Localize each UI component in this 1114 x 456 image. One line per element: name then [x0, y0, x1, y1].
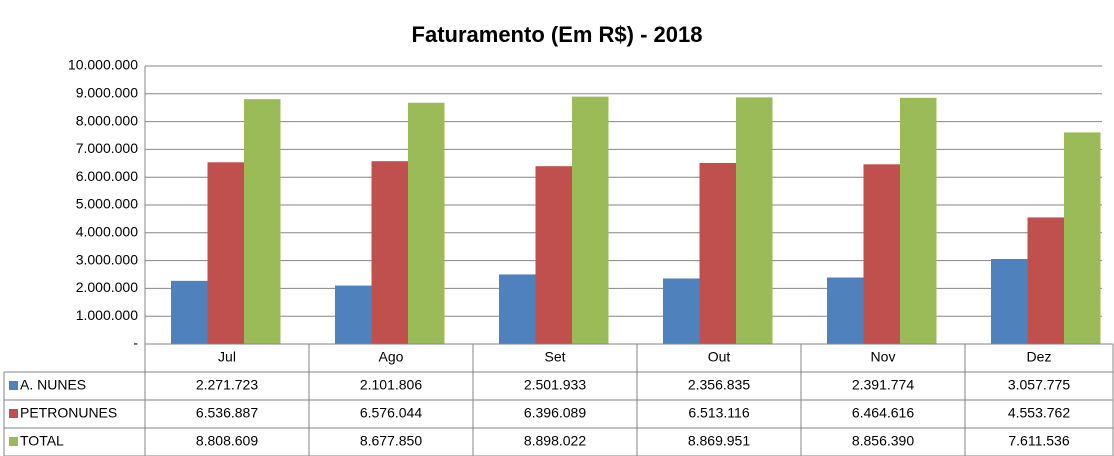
legend-key — [9, 409, 18, 418]
table-value: 6.513.116 — [688, 405, 749, 421]
table-value: 6.464.616 — [852, 405, 914, 421]
table-value: 8.856.390 — [852, 433, 914, 449]
x-tick-label: Jul — [218, 349, 236, 365]
bar — [499, 274, 536, 344]
legend-key — [9, 381, 18, 390]
bar — [371, 161, 408, 344]
bar — [335, 285, 372, 344]
y-tick-label: 7.000.000 — [76, 140, 138, 156]
y-tick-label: 8.000.000 — [76, 112, 138, 128]
table-value: 8.869.951 — [688, 433, 750, 449]
y-tick-label: 2.000.000 — [76, 279, 138, 295]
y-tick-label: 4.000.000 — [76, 224, 138, 240]
table-value: 3.057.775 — [1008, 377, 1070, 393]
legend-label: PETRONUNES — [20, 405, 117, 421]
x-tick-label: Ago — [379, 349, 404, 365]
legend-label: A. NUNES — [20, 377, 86, 393]
y-tick-label: 1.000.000 — [76, 307, 138, 323]
x-tick-label: Dez — [1027, 349, 1052, 365]
x-tick-label: Out — [708, 349, 731, 365]
y-tick-label: 9.000.000 — [76, 85, 138, 101]
bar — [535, 166, 572, 344]
table-value: 2.391.774 — [852, 377, 914, 393]
y-tick-label: 3.000.000 — [76, 251, 138, 267]
table-value: 6.576.044 — [360, 405, 422, 421]
bar — [572, 96, 609, 345]
y-tick-label: 6.000.000 — [76, 168, 138, 184]
table-value: 8.677.850 — [360, 433, 422, 449]
bar — [171, 280, 208, 344]
table-value: 2.271.723 — [196, 377, 258, 393]
bar — [1027, 217, 1064, 344]
bar — [900, 97, 937, 344]
y-tick-label: 5.000.000 — [76, 196, 138, 212]
x-tick-label: Nov — [871, 349, 896, 365]
bar — [991, 258, 1028, 344]
bar — [663, 278, 700, 344]
table-value: 6.536.887 — [196, 405, 258, 421]
table-value: 7.611.536 — [1008, 433, 1069, 449]
table-value: 2.501.933 — [524, 377, 586, 393]
bar — [207, 162, 244, 344]
legend-key — [9, 437, 18, 446]
legend-label: TOTAL — [20, 433, 64, 449]
bar — [863, 164, 900, 344]
table-value: 2.356.835 — [688, 377, 750, 393]
x-tick-label: Set — [544, 349, 565, 365]
bar — [408, 102, 445, 344]
table-value: 4.553.762 — [1008, 405, 1070, 421]
table-value: 8.808.609 — [196, 433, 258, 449]
bar — [1064, 132, 1101, 344]
bar — [699, 162, 736, 344]
table-value: 8.898.022 — [524, 433, 586, 449]
bar — [736, 97, 773, 344]
y-tick-label: 10.000.000 — [68, 57, 138, 73]
table-value: 6.396.089 — [524, 405, 586, 421]
bar — [244, 99, 281, 344]
y-tick-label: - — [133, 335, 138, 351]
table-value: 2.101.806 — [360, 377, 422, 393]
bar — [827, 277, 864, 344]
chart-title: Faturamento (Em R$) - 2018 — [412, 22, 703, 47]
